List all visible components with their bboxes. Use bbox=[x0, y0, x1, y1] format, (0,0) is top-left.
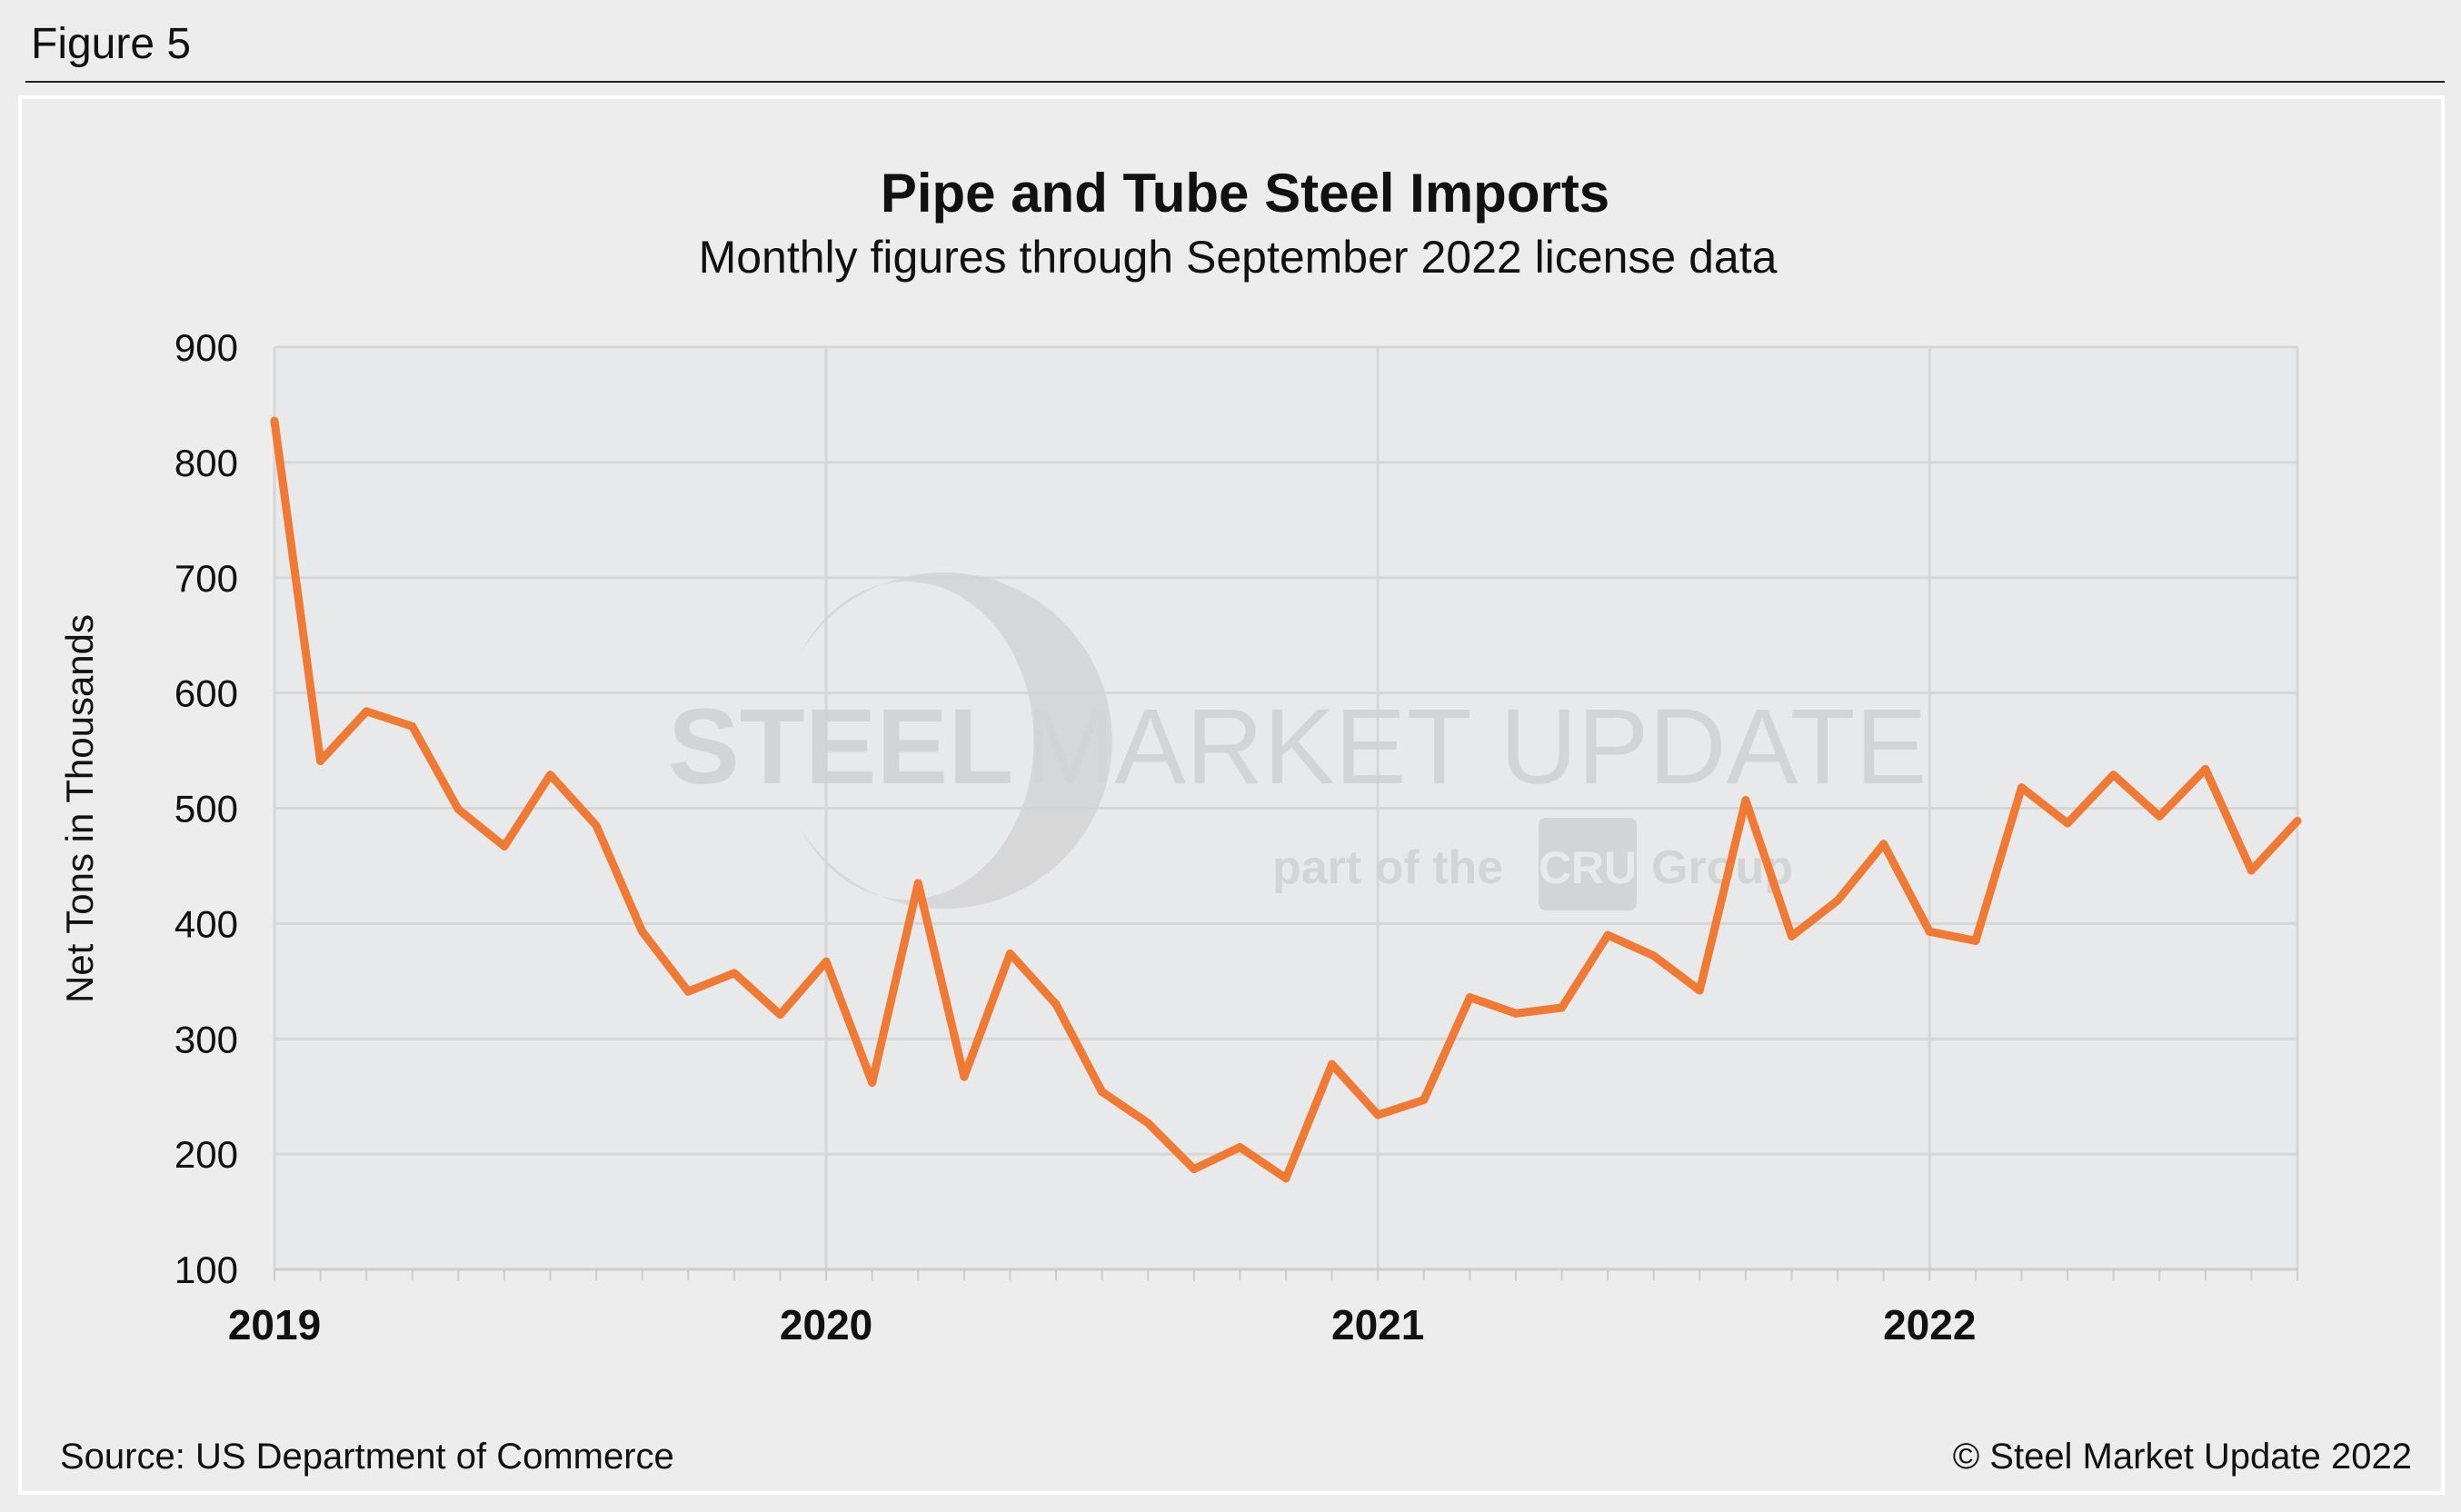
y-tick-label: 800 bbox=[174, 442, 238, 484]
chart-title: Pipe and Tube Steel Imports bbox=[881, 163, 1609, 224]
y-tick-label: 600 bbox=[174, 672, 238, 715]
data-points bbox=[270, 416, 2302, 1183]
data-point-2019-06 bbox=[500, 841, 509, 850]
y-tick-label: 200 bbox=[174, 1133, 238, 1176]
data-point-2020-06 bbox=[1051, 1000, 1061, 1009]
y-tick-label: 900 bbox=[174, 326, 238, 369]
data-point-2020-11 bbox=[1281, 1174, 1290, 1183]
data-point-2022-04 bbox=[2063, 819, 2072, 828]
data-point-2021-11 bbox=[1833, 896, 1842, 905]
watermark-arc-icon bbox=[800, 572, 1112, 909]
data-point-2019-08 bbox=[592, 821, 601, 831]
figure-label: Figure 5 bbox=[31, 20, 191, 68]
data-point-2019-11 bbox=[730, 969, 739, 978]
data-point-2020-01 bbox=[822, 957, 831, 966]
x-tick-label: 2021 bbox=[1331, 1301, 1424, 1348]
data-point-2022-09 bbox=[2293, 816, 2302, 825]
data-point-2020-04 bbox=[960, 1072, 969, 1081]
x-axis-ticks: 2019 2020 2021 2022 bbox=[228, 1301, 1977, 1348]
data-point-2020-10 bbox=[1235, 1143, 1244, 1152]
data-point-2019-07 bbox=[546, 771, 555, 780]
watermark-steel: STEEL bbox=[668, 687, 1013, 807]
data-point-2020-07 bbox=[1098, 1088, 1107, 1097]
data-point-2020-08 bbox=[1143, 1119, 1152, 1128]
data-point-2019-01 bbox=[270, 416, 279, 425]
data-point-2019-10 bbox=[683, 987, 692, 996]
data-point-2021-05 bbox=[1558, 1003, 1567, 1012]
y-axis-ticks: 100 200 300 400 500 600 700 800 900 bbox=[174, 326, 238, 1291]
data-point-2020-02 bbox=[868, 1078, 877, 1087]
data-point-2022-01 bbox=[1925, 927, 1934, 936]
data-point-2019-09 bbox=[638, 927, 647, 936]
data-point-2021-04 bbox=[1511, 1009, 1520, 1018]
source-note: Source: US Department of Commerce bbox=[60, 1437, 674, 1477]
y-tick-label: 700 bbox=[174, 557, 238, 600]
y-tick-label: 100 bbox=[174, 1248, 238, 1291]
data-point-2020-03 bbox=[913, 879, 922, 888]
y-tick-label: 300 bbox=[174, 1018, 238, 1060]
watermark-badge-text: CRU bbox=[1539, 842, 1637, 893]
data-point-2022-06 bbox=[2155, 811, 2164, 821]
data-point-2020-09 bbox=[1190, 1165, 1199, 1174]
data-point-2021-03 bbox=[1465, 993, 1474, 1002]
x-tick-label: 2020 bbox=[780, 1301, 872, 1348]
data-point-2021-09 bbox=[1741, 796, 1750, 805]
watermark-badge bbox=[1539, 818, 1637, 910]
y-axis-label: Net Tons in Thousands bbox=[58, 614, 101, 1003]
data-point-2019-03 bbox=[362, 707, 371, 716]
data-point-2021-08 bbox=[1695, 986, 1704, 995]
y-tick-label: 400 bbox=[174, 902, 238, 945]
x-tick-label: 2019 bbox=[228, 1301, 321, 1348]
data-point-2019-04 bbox=[408, 721, 417, 731]
x-tick-label: 2022 bbox=[1883, 1301, 1976, 1348]
data-point-2021-10 bbox=[1788, 931, 1796, 940]
data-point-2021-07 bbox=[1649, 951, 1659, 960]
watermark-sub: part of the bbox=[1272, 841, 1503, 894]
chart-subtitle: Monthly figures through September 2022 l… bbox=[699, 232, 1778, 283]
data-point-2020-12 bbox=[1328, 1059, 1337, 1069]
data-point-2022-02 bbox=[1971, 936, 1980, 945]
data-point-2021-01 bbox=[1373, 1110, 1382, 1119]
data-point-2019-05 bbox=[453, 805, 463, 814]
data-point-2019-12 bbox=[776, 1010, 784, 1020]
data-point-2019-02 bbox=[316, 756, 325, 765]
data-point-2021-06 bbox=[1603, 930, 1612, 940]
y-tick-label: 500 bbox=[174, 788, 238, 831]
data-point-2022-08 bbox=[2247, 866, 2256, 875]
data-point-2022-07 bbox=[2201, 764, 2210, 773]
data-point-2020-05 bbox=[1005, 949, 1014, 958]
copyright-note: © Steel Market Update 2022 bbox=[1953, 1437, 2412, 1477]
watermark-market-update: MARKET UPDATE bbox=[1025, 687, 1927, 807]
data-point-2022-03 bbox=[2017, 783, 2026, 792]
data-point-2021-12 bbox=[1879, 840, 1888, 849]
data-point-2021-02 bbox=[1420, 1095, 1429, 1104]
grid bbox=[273, 345, 2299, 1280]
data-point-2022-05 bbox=[2109, 771, 2118, 780]
